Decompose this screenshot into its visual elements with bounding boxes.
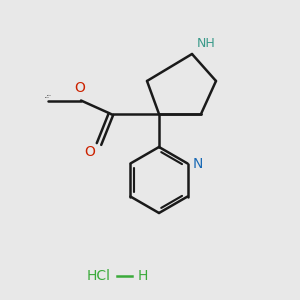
Text: O: O [74, 81, 85, 95]
Text: NH: NH [196, 38, 215, 50]
Text: HCl: HCl [87, 269, 111, 283]
Text: O: O [85, 146, 95, 160]
Text: methyl: methyl [46, 95, 51, 96]
Text: N: N [193, 157, 203, 170]
Text: H: H [137, 269, 148, 283]
Text: methyl: methyl [44, 97, 49, 98]
